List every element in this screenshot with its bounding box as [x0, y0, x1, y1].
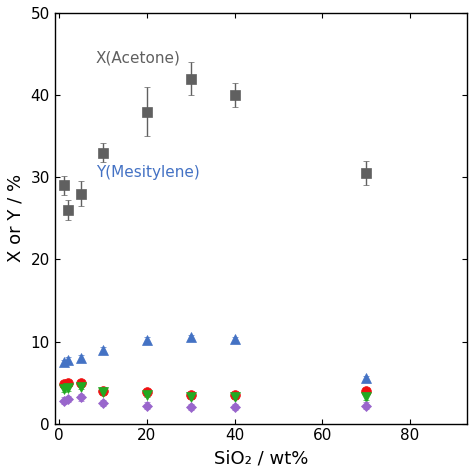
Text: Y(Mesitylene): Y(Mesitylene) [96, 165, 200, 180]
Text: X(Acetone): X(Acetone) [96, 50, 181, 65]
X-axis label: SiO₂ / wt%: SiO₂ / wt% [214, 449, 308, 467]
Y-axis label: X or Y / %: X or Y / % [7, 174, 25, 262]
